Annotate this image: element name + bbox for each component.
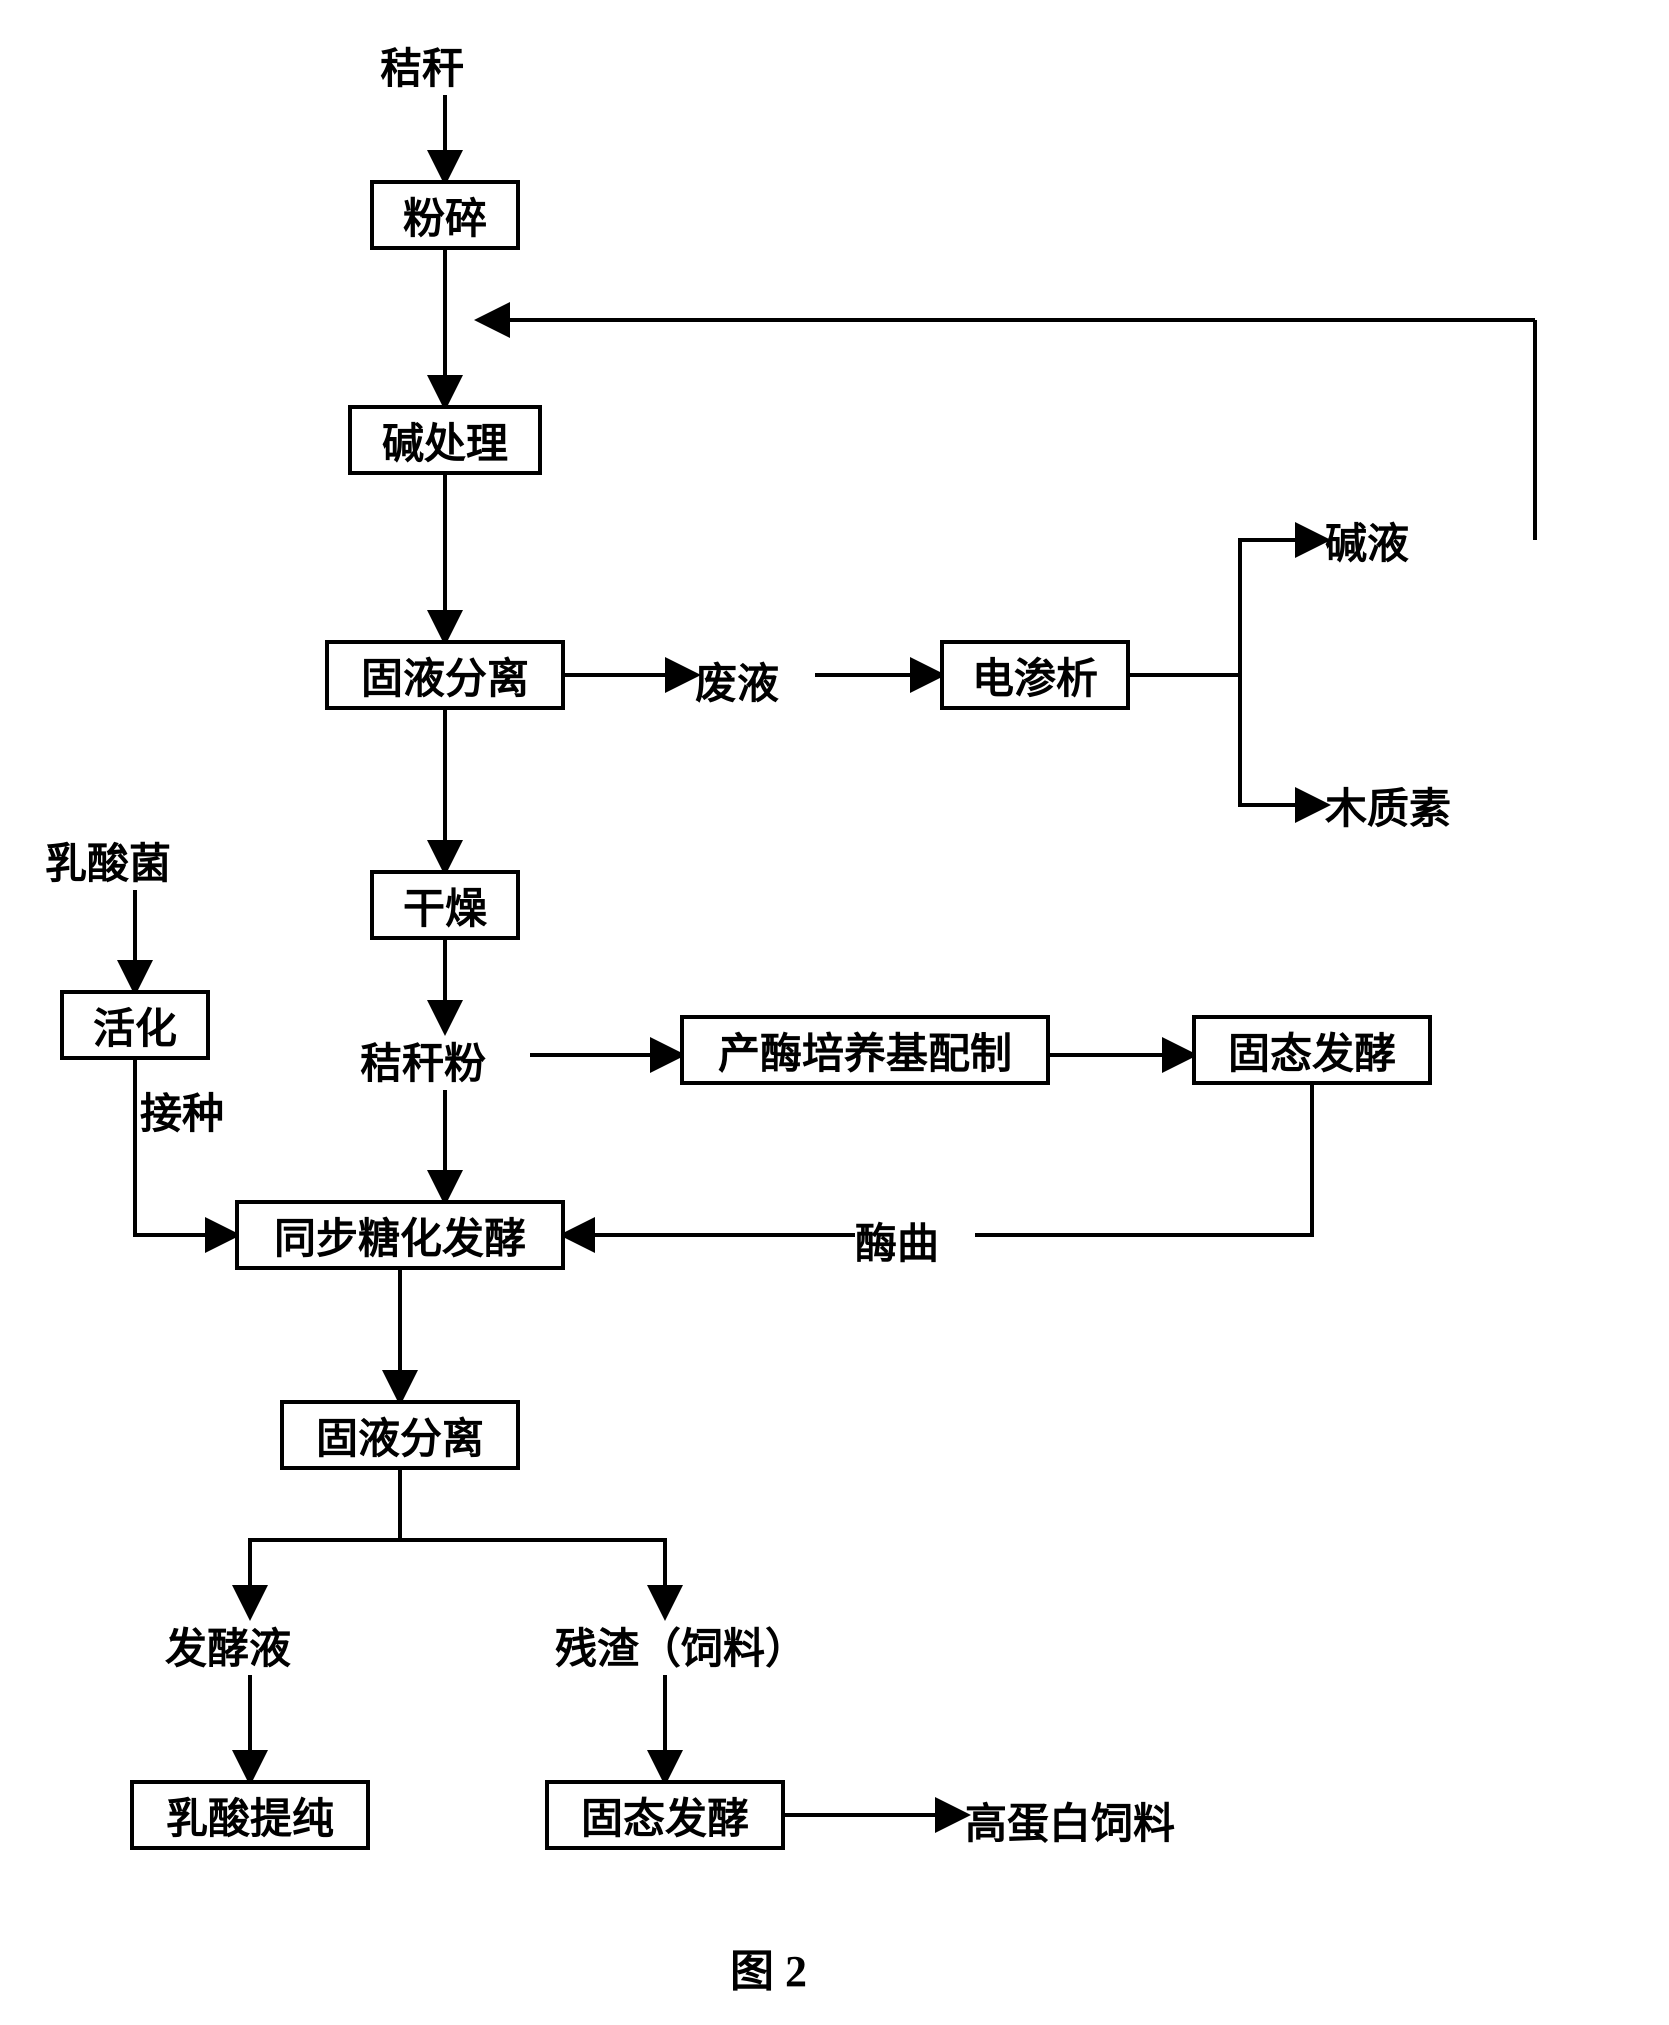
edge [250,1470,400,1615]
edge [1130,540,1325,675]
node-ssf: 同步糖化发酵 [235,1200,565,1270]
node-ed: 电渗析 [940,640,1130,710]
node-koji: 酶曲 [855,1210,939,1271]
node-activate: 活化 [60,990,210,1060]
node-lye: 碱液 [1325,510,1409,571]
node-broth: 发酵液 [165,1615,291,1676]
node-feed: 高蛋白饲料 [965,1790,1175,1851]
node-lab: 乳酸菌 [45,830,171,891]
edge [1240,675,1325,805]
node-straw: 秸秆 [380,35,464,96]
node-powder: 秸秆粉 [360,1030,486,1091]
edges-layer [0,0,1669,2025]
node-residue: 残渣（饲料） [555,1615,807,1676]
edge [975,1085,1312,1235]
node-inoculate: 接种 [140,1080,224,1141]
figure-label: 图 2 [730,1935,807,1999]
node-medium: 产酶培养基配制 [680,1015,1050,1085]
node-ssf2: 固态发酵 [545,1780,785,1850]
node-crush: 粉碎 [370,180,520,250]
node-lignin: 木质素 [1325,775,1451,836]
edge [400,1540,665,1615]
node-purify: 乳酸提纯 [130,1780,370,1850]
node-sep2: 固液分离 [280,1400,520,1470]
flowchart-canvas: 秸秆粉碎碱处理固液分离 废液 电渗析 碱液木质素乳酸菌干燥活化秸秆粉接种 产酶培养基配制… [0,0,1669,2025]
node-alkali: 碱处理 [348,405,542,475]
node-dry: 干燥 [370,870,520,940]
node-waste: 废液 [695,650,779,711]
node-ssf1: 固态发酵 [1192,1015,1432,1085]
node-sep1: 固液分离 [325,640,565,710]
